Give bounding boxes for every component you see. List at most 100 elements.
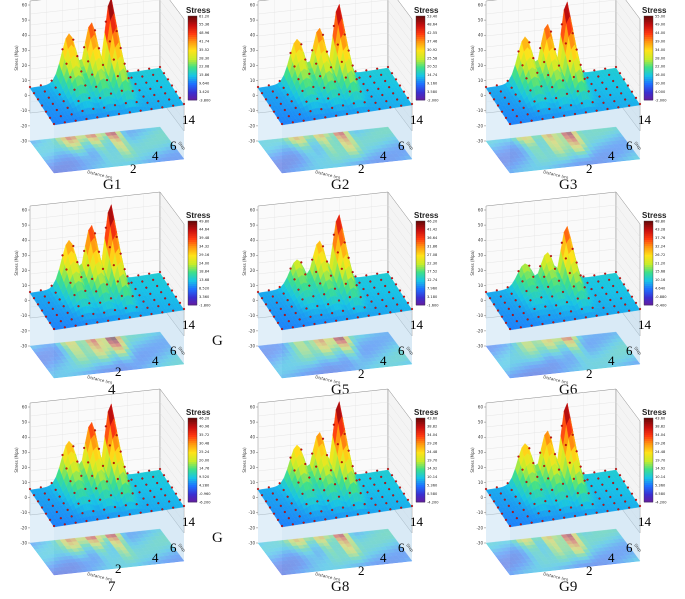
data-point <box>115 235 118 238</box>
data-point <box>182 102 186 106</box>
data-point <box>319 282 322 285</box>
data-point <box>123 268 126 271</box>
data-point <box>367 109 370 112</box>
data-point <box>331 106 334 109</box>
z-tick-label: -20 <box>248 328 255 333</box>
data-point <box>394 78 398 81</box>
data-point <box>582 70 585 73</box>
data-point <box>139 314 142 317</box>
side-gridline <box>387 270 413 304</box>
data-point <box>156 79 159 83</box>
colorbar-segment <box>416 49 425 53</box>
colorbar-segment <box>644 43 653 46</box>
z-tick-label: 20 <box>22 63 28 68</box>
side-gridline <box>387 10 413 44</box>
colorbar-segment <box>416 72 425 76</box>
data-point <box>149 87 152 90</box>
data-point <box>511 108 514 112</box>
curtain <box>486 87 510 173</box>
data-point <box>348 90 351 93</box>
side-gridline <box>615 259 641 293</box>
data-point <box>385 100 388 103</box>
colorbar-segment <box>416 18 425 21</box>
side-gridline <box>387 215 413 249</box>
data-point <box>583 77 586 80</box>
colorbar-tick-label: 17.52 <box>427 270 437 274</box>
data-point <box>561 79 565 82</box>
data-point <box>130 76 133 79</box>
data-point <box>341 309 345 312</box>
colorbar-frame <box>187 15 198 101</box>
side-gridline <box>615 215 641 249</box>
data-point <box>97 47 101 50</box>
data-point <box>519 121 522 124</box>
data-point <box>394 283 398 286</box>
colorbar-segment <box>416 239 425 243</box>
side-gridline <box>615 21 641 55</box>
z-tick-label: 40 <box>22 238 28 243</box>
z-tick-label: 30 <box>250 48 256 53</box>
colorbar-segment <box>416 81 425 84</box>
data-point <box>325 50 329 53</box>
data-point <box>309 315 312 318</box>
colorbar-segment <box>188 260 197 264</box>
y-axis-label: Step <box>633 141 643 152</box>
data-point <box>351 270 354 274</box>
data-point <box>392 297 395 300</box>
data-point <box>74 119 77 122</box>
data-point <box>362 82 365 86</box>
data-point <box>555 96 558 100</box>
data-point <box>586 76 589 79</box>
data-point <box>331 312 334 315</box>
side-gridline <box>387 65 413 99</box>
colorbar-segment <box>644 24 653 27</box>
depth-tick-label: 4 <box>380 353 387 368</box>
colorbar-tick-label: 55.00 <box>655 14 666 18</box>
data-point <box>522 106 525 109</box>
colorbar-segment <box>416 28 425 32</box>
data-point <box>146 101 149 104</box>
data-point <box>618 72 622 75</box>
z-tick-label: 50 <box>22 18 28 23</box>
data-point <box>104 20 107 23</box>
data-point <box>543 60 546 64</box>
data-point <box>124 307 127 310</box>
colorbar-segment <box>416 256 425 260</box>
colorbar-segment <box>644 66 653 69</box>
data-point <box>105 79 109 82</box>
data-point <box>280 122 284 126</box>
data-point <box>400 104 403 107</box>
side-gridline <box>159 65 185 99</box>
data-point <box>142 300 145 303</box>
data-point <box>152 73 155 76</box>
colorbar-segment <box>416 286 425 289</box>
data-point <box>560 23 563 26</box>
colorbar-frame <box>415 15 426 101</box>
depth-tick-label: 6 <box>398 343 405 358</box>
curtain <box>54 310 184 378</box>
data-point <box>301 89 304 92</box>
colorbar-segment <box>644 74 653 78</box>
z-tick-label: 0 <box>252 298 255 303</box>
data-point <box>96 321 99 324</box>
data-point <box>158 270 162 274</box>
data-point <box>260 297 264 300</box>
side-gridline <box>159 226 185 260</box>
data-point <box>138 89 141 92</box>
colorbar-segment <box>416 41 425 44</box>
data-point <box>80 276 83 279</box>
data-point <box>101 267 105 270</box>
data-point <box>74 324 77 327</box>
data-point <box>126 70 129 73</box>
data-point <box>103 106 106 109</box>
colorbar-segment <box>416 290 425 293</box>
data-point <box>278 285 281 289</box>
data-point <box>406 301 410 304</box>
data-point <box>553 48 557 51</box>
data-point <box>495 84 498 87</box>
data-point <box>279 307 282 310</box>
data-point <box>320 313 323 316</box>
data-point <box>630 90 634 93</box>
data-point <box>311 258 314 261</box>
